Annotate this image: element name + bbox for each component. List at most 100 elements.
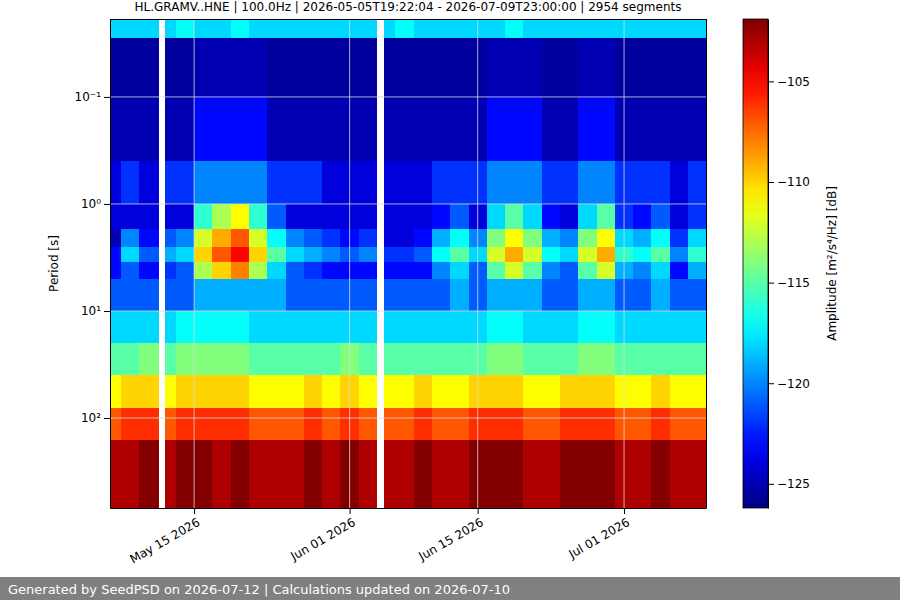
heatmap-cell (487, 204, 506, 229)
heatmap-cell (110, 262, 121, 279)
heatmap-cell (267, 19, 286, 38)
heatmap-cell (121, 408, 140, 441)
heatmap-cell (542, 408, 561, 441)
y-tick: 10¹ (81, 304, 110, 318)
heatmap-cell (542, 247, 561, 263)
heatmap-cell (121, 229, 140, 247)
heatmap-cell (322, 375, 341, 408)
grid-line (110, 203, 706, 204)
heatmap-cell (670, 440, 689, 508)
heatmap-cell (597, 204, 616, 229)
heatmap-cell (450, 279, 469, 312)
heatmap-cell (231, 97, 250, 162)
axis-line (110, 20, 111, 509)
heatmap-cell (597, 229, 616, 247)
heatmap-cell (560, 38, 579, 98)
heatmap-cell (384, 311, 396, 344)
heatmap-cell (121, 204, 140, 229)
tick-mark (104, 418, 110, 419)
heatmap-cell (560, 247, 579, 263)
heatmap-cell (414, 161, 433, 204)
colorbar-tick: −120 (768, 377, 810, 391)
y-axis: 10⁻¹10⁰10¹10² (75, 20, 111, 509)
heatmap-cell (432, 229, 451, 247)
heatmap-cell (670, 279, 689, 312)
heatmap-cell (121, 247, 140, 263)
heatmap-cell (212, 161, 231, 204)
heatmap-cell (523, 262, 542, 279)
heatmap-cell (651, 161, 670, 204)
heatmap-cell (688, 375, 706, 408)
heatmap-cell (414, 247, 433, 263)
heatmap-cell (139, 247, 159, 263)
heatmap-cell (304, 97, 323, 162)
heatmap-cell (165, 97, 177, 162)
heatmap-cell (560, 408, 579, 441)
heatmap-cell (578, 247, 597, 263)
heatmap-cell (249, 343, 268, 376)
tick-mark (478, 508, 479, 514)
heatmap-cell (487, 229, 506, 247)
heatmap-cell (322, 97, 341, 162)
heatmap-cell (450, 38, 469, 98)
heatmap-cell (212, 279, 231, 312)
heatmap-cell (322, 311, 341, 344)
tick-mark (768, 182, 774, 183)
heatmap-cell (286, 19, 305, 38)
grid-line (110, 418, 706, 419)
heatmap-cell (176, 19, 195, 38)
chart-svg: 10⁻¹10⁰10¹10²May 15 2026Jun 01 2026Jun 1… (0, 0, 900, 600)
chart-root: 10⁻¹10⁰10¹10²May 15 2026Jun 01 2026Jun 1… (0, 0, 900, 600)
heatmap-cell (542, 279, 561, 312)
heatmap-cell (414, 19, 433, 38)
heatmap-cell (651, 343, 670, 376)
heatmap-cell (670, 229, 689, 247)
heatmap-cell (110, 247, 121, 263)
heatmap-cell (121, 311, 140, 344)
heatmap-cell (194, 247, 213, 263)
heatmap-cells (110, 19, 706, 508)
heatmap-cell (384, 38, 396, 98)
heatmap-cell (304, 375, 323, 408)
heatmap-cell (450, 440, 469, 508)
heatmap-cell (578, 279, 597, 312)
frame (110, 19, 706, 20)
heatmap-cell (487, 247, 506, 263)
heatmap-cell (139, 279, 159, 312)
grid-line (110, 310, 706, 311)
heatmap-cell (505, 229, 524, 247)
heatmap-cell (432, 279, 451, 312)
heatmap-cell (523, 229, 542, 247)
heatmap-cell (432, 38, 451, 98)
heatmap-cell (542, 97, 561, 162)
heatmap-cell (176, 375, 195, 408)
heatmap-cell (110, 229, 121, 247)
tick-mark (104, 311, 110, 312)
tick-mark (768, 383, 774, 384)
tick-label: −115 (777, 276, 810, 290)
heatmap-cell (176, 262, 195, 279)
heatmap-cell (212, 19, 231, 38)
heatmap-cell (523, 19, 542, 38)
heatmap-cell (395, 311, 414, 344)
heatmap-cell (286, 97, 305, 162)
heatmap-cell (597, 279, 616, 312)
tick-label: 10⁻¹ (75, 90, 102, 104)
tick-mark (768, 484, 774, 485)
heatmap-cell (249, 204, 268, 229)
axis-line (111, 508, 707, 509)
heatmap-cell (322, 247, 341, 263)
heatmap-cell (450, 161, 469, 204)
heatmap-cell (267, 97, 286, 162)
heatmap-cell (194, 229, 213, 247)
heatmap-cell (139, 38, 159, 98)
heatmap-cell (304, 262, 323, 279)
heatmap-cell (597, 97, 616, 162)
heatmap-cell (121, 97, 140, 162)
heatmap-cell (432, 408, 451, 441)
heatmap-cell (384, 408, 396, 441)
grid-line (624, 19, 625, 508)
heatmap-cell (139, 19, 159, 38)
heatmap-cell (176, 204, 195, 229)
heatmap-cell (322, 161, 341, 204)
